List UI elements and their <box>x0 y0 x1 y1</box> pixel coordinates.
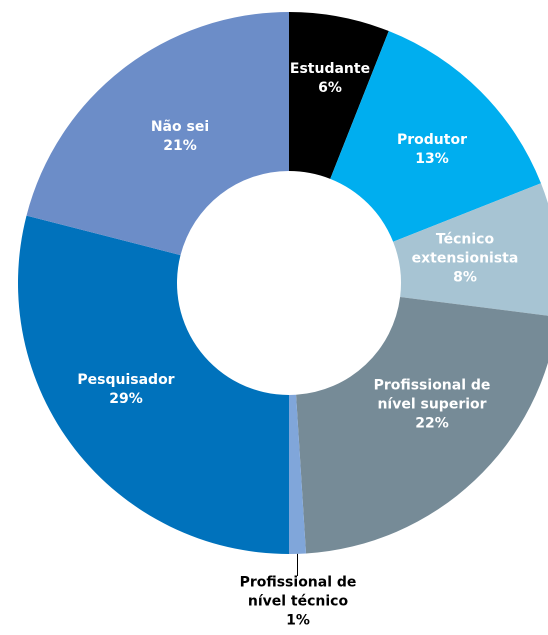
donut-slice <box>296 297 548 554</box>
slice-label: Pesquisador 29% <box>66 371 186 409</box>
value-label: 8% <box>453 269 477 286</box>
category-label: Estudante <box>289 61 371 77</box>
value-label: 22% <box>415 415 449 432</box>
category-label: Profissional de nível técnico <box>239 574 357 610</box>
category-label: Não sei <box>150 119 210 135</box>
category-label: Profissional de nível superior <box>373 377 491 413</box>
donut-slice <box>393 183 548 316</box>
category-label: Produtor <box>397 132 467 148</box>
slice-label: Profissional de nível técnico 1% <box>223 574 373 631</box>
donut-slice <box>289 394 307 554</box>
value-label: 21% <box>163 138 197 154</box>
donut-slice <box>17 215 289 554</box>
value-label: 29% <box>109 391 143 407</box>
value-label: 13% <box>415 151 449 167</box>
donut-slice <box>26 12 289 256</box>
category-label: Pesquisador <box>77 372 175 388</box>
slice-label: Estudante 6% <box>285 60 375 98</box>
slice-label: Técnico extensionista 8% <box>410 231 520 288</box>
category-label: Técnico extensionista <box>411 231 519 267</box>
donut-slice <box>330 31 541 242</box>
value-label: 1% <box>286 612 310 629</box>
donut-slice <box>289 12 389 179</box>
value-label: 6% <box>318 80 342 96</box>
slice-label: Produtor 13% <box>382 131 482 169</box>
slice-label: Não sei 21% <box>130 118 230 156</box>
slice-label: Profissional de nível superior 22% <box>357 377 507 434</box>
